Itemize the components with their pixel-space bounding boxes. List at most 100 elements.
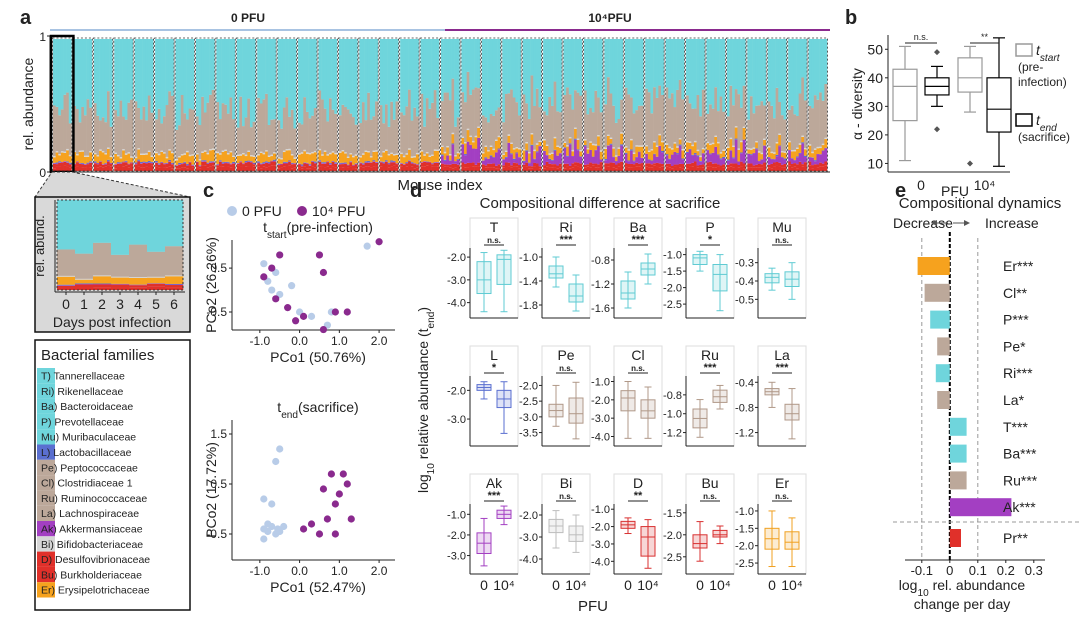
y-tick-label: -2.0 [591, 522, 610, 534]
composition-band [783, 158, 787, 160]
x-tick-label: 1.0 [331, 564, 348, 578]
composition-band [801, 164, 805, 167]
outlier [934, 126, 940, 133]
composition-band [574, 139, 577, 163]
composition-band [504, 157, 508, 163]
composition-band [116, 154, 120, 157]
composition-band [568, 39, 572, 95]
composition-band [609, 137, 613, 139]
composition-band [298, 167, 301, 171]
composition-band [484, 146, 488, 158]
composition-band [658, 85, 662, 134]
composition-band [454, 126, 458, 156]
composition-band [119, 39, 123, 101]
composition-band [318, 161, 322, 167]
composition-band [780, 151, 784, 153]
composition-band [668, 146, 672, 149]
mouse-box [92, 37, 114, 172]
composition-band [471, 162, 475, 167]
group-label: 0 PFU [231, 11, 265, 25]
composition-band [614, 161, 618, 165]
text-part: t [277, 399, 281, 415]
composition-band [673, 142, 677, 144]
composition-band [318, 90, 322, 149]
composition-band [773, 159, 776, 163]
composition-band [273, 119, 276, 153]
composition-band [691, 108, 695, 145]
composition-band [522, 39, 526, 95]
y-tick-label: -4.0 [519, 554, 538, 566]
composition-band [431, 164, 435, 167]
composition-band [556, 168, 560, 171]
composition-band [211, 161, 215, 163]
composition-band [321, 39, 325, 100]
composition-band [361, 153, 365, 155]
legend-label: Mu) Muribaculaceae [41, 432, 136, 444]
composition-band [665, 39, 669, 88]
composition-band [392, 154, 396, 156]
composition-band [142, 162, 146, 163]
composition-band [349, 39, 353, 114]
composition-band [76, 155, 79, 162]
composition-band [221, 163, 225, 164]
composition-band [548, 39, 552, 97]
composition-band [142, 153, 146, 155]
composition-band [247, 161, 251, 162]
composition-band [116, 116, 120, 155]
composition-band [783, 159, 787, 164]
composition-band [425, 165, 429, 171]
composition-band [637, 163, 641, 167]
composition-band [55, 164, 59, 167]
composition-band [262, 166, 266, 171]
composition-band [594, 163, 598, 168]
composition-band [323, 162, 327, 164]
composition-band [114, 110, 118, 153]
composition-band [170, 162, 174, 164]
composition-band [586, 149, 590, 154]
composition-band [191, 39, 195, 110]
composition-band [497, 135, 501, 138]
composition-band [81, 106, 85, 151]
composition-band [653, 154, 657, 164]
composition-band [229, 167, 233, 171]
composition-band [558, 163, 562, 168]
composition-band [661, 94, 664, 141]
composition-band [719, 167, 723, 171]
composition-band [778, 146, 782, 163]
composition-band [752, 147, 756, 149]
composition-band [160, 150, 164, 152]
family-name: Er [775, 475, 789, 491]
composition-band [599, 159, 603, 163]
composition-band [650, 150, 654, 161]
composition-band [729, 163, 733, 167]
composition-band [262, 39, 266, 100]
composition-band [471, 142, 475, 149]
composition-band [311, 39, 315, 116]
composition-band [717, 166, 720, 171]
point [264, 520, 272, 528]
composition-band [579, 163, 583, 168]
composition-band [492, 39, 496, 116]
composition-band [303, 162, 307, 164]
composition-band [229, 97, 233, 151]
significance: * [492, 362, 497, 374]
composition-band [318, 39, 322, 91]
composition-band [382, 39, 386, 124]
box [548, 265, 564, 279]
composition-band [244, 156, 248, 162]
y-tick-label: -1.2 [735, 428, 754, 440]
composition-band [428, 161, 432, 163]
composition-band [614, 122, 618, 156]
composition-band [778, 39, 782, 102]
composition-band [742, 139, 746, 164]
composition-band [780, 115, 784, 152]
composition-band [571, 109, 575, 150]
composition-band [589, 107, 593, 142]
composition-band [443, 166, 447, 171]
composition-band [726, 146, 730, 148]
composition-band [740, 153, 743, 162]
composition-band [267, 124, 271, 156]
composition-band [109, 162, 113, 164]
composition-band [767, 39, 771, 102]
composition-band [321, 99, 325, 155]
